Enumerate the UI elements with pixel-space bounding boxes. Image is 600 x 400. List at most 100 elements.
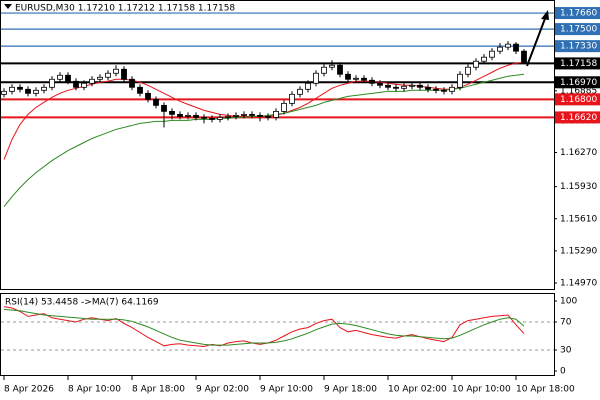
candle-body: [417, 84, 423, 88]
x-tick-label: 10 Apr 02:00: [388, 385, 447, 395]
x-tick-label: 10 Apr 18:00: [516, 385, 575, 395]
candle-body: [385, 84, 391, 88]
x-tick-label: 10 Apr 10:00: [452, 385, 511, 395]
candle-body: [33, 89, 39, 94]
candle-body: [257, 114, 263, 117]
candle-body: [25, 88, 31, 94]
menu-triangle: [4, 4, 12, 9]
x-tick-label: 8 Apr 18:00: [132, 385, 185, 395]
candle-body: [305, 82, 311, 90]
plot-layer: 1.149701.152901.156101.159301.162701.165…: [1, 7, 600, 395]
level-label: 1.17500: [560, 25, 597, 35]
candle-body: [49, 78, 55, 88]
indicator-line: [3, 61, 525, 160]
candle-body: [409, 84, 415, 87]
trend-arrow: [526, 15, 547, 67]
candle-body: [265, 116, 271, 118]
candle-body: [393, 86, 399, 89]
candle-body: [481, 56, 487, 62]
x-tick-label: 8 Apr 10:00: [68, 385, 121, 395]
candle-body: [9, 86, 15, 92]
candle-body: [81, 82, 87, 88]
candle-body: [401, 85, 407, 89]
candle-body: [129, 78, 135, 88]
x-tick-label: 9 Apr 02:00: [196, 385, 249, 395]
candle-body: [241, 113, 247, 116]
level-label: 1.16800: [560, 95, 597, 105]
candle-body: [505, 43, 511, 48]
candle-body: [473, 60, 479, 68]
candle-body: [233, 114, 239, 117]
candle-body: [97, 76, 103, 80]
level-label-box: [555, 40, 600, 53]
y-tick-label: 1.15290: [560, 246, 597, 256]
candle-body: [209, 118, 215, 120]
candle-body: [441, 89, 447, 92]
level-label-box: [555, 7, 600, 20]
candle-body: [425, 86, 431, 90]
level-label-box: [555, 111, 600, 124]
x-tick-label: 9 Apr 10:00: [260, 385, 313, 395]
level-label: 1.17330: [560, 42, 597, 52]
candle-body: [433, 88, 439, 91]
candle-body: [1, 90, 7, 95]
candle-body: [145, 92, 151, 100]
level-label: 1.16970: [560, 78, 597, 88]
level-label-box: [555, 93, 600, 106]
indicator-line: [3, 308, 525, 346]
candle-body: [353, 77, 359, 80]
candle-body: [217, 117, 223, 120]
candle-body: [89, 78, 95, 84]
candle-body: [289, 93, 295, 104]
candle-body: [105, 72, 111, 78]
candle-body: [153, 98, 159, 106]
candle-body: [65, 74, 71, 82]
y-tick-label: 0: [560, 367, 566, 377]
candle-body: [73, 80, 79, 88]
candle-body: [369, 79, 375, 84]
candle-body: [497, 46, 503, 52]
candle-body: [249, 113, 255, 116]
candle-body: [513, 43, 519, 52]
candle-body: [329, 64, 335, 68]
y-tick-label: 1.14970: [560, 278, 597, 288]
level-label: 1.17660: [560, 9, 597, 19]
candle-body: [161, 104, 167, 112]
indicator-line: [3, 306, 525, 348]
rsi-title: RSI(14) 53.4458 ->MA(7) 64.1169: [5, 298, 159, 308]
main-panel-frame: [0, 0, 555, 290]
candle-body: [449, 86, 455, 92]
y-tick-label: 70: [560, 318, 572, 328]
x-tick-label: 8 Apr 2026: [4, 385, 54, 395]
y-tick-label: 30: [560, 346, 572, 356]
candle-body: [177, 113, 183, 117]
candle-body: [201, 117, 207, 119]
level-label: 1.16620: [560, 113, 597, 123]
candle-body: [361, 77, 367, 81]
candle-body: [377, 82, 383, 86]
y-tick-label: 100: [560, 297, 577, 307]
rsi-panel-frame: [0, 293, 555, 376]
arrow-head: [541, 10, 549, 20]
candle-body: [137, 86, 143, 94]
level-label-box: [555, 23, 600, 36]
candle-body: [185, 114, 191, 117]
candle-body: [273, 110, 279, 118]
candle-body: [465, 66, 471, 75]
y-tick-label: 1.16885: [560, 86, 597, 96]
candle-body: [57, 74, 63, 80]
candle-body: [121, 68, 127, 80]
candle-body: [489, 50, 495, 58]
y-tick-label: 1.15930: [560, 182, 597, 192]
candle-body: [113, 68, 119, 74]
candle-body: [345, 73, 351, 80]
candle-body: [457, 73, 463, 88]
candle-body: [297, 88, 303, 95]
candle-body: [281, 102, 287, 112]
candle-body: [321, 66, 327, 74]
candle-body: [521, 50, 527, 64]
level-label: 1.17158: [560, 59, 597, 69]
chart-title: EURUSD,M30 1.17210 1.17212 1.17158 1.171…: [15, 4, 235, 14]
y-tick-label: 1.15610: [560, 214, 597, 224]
